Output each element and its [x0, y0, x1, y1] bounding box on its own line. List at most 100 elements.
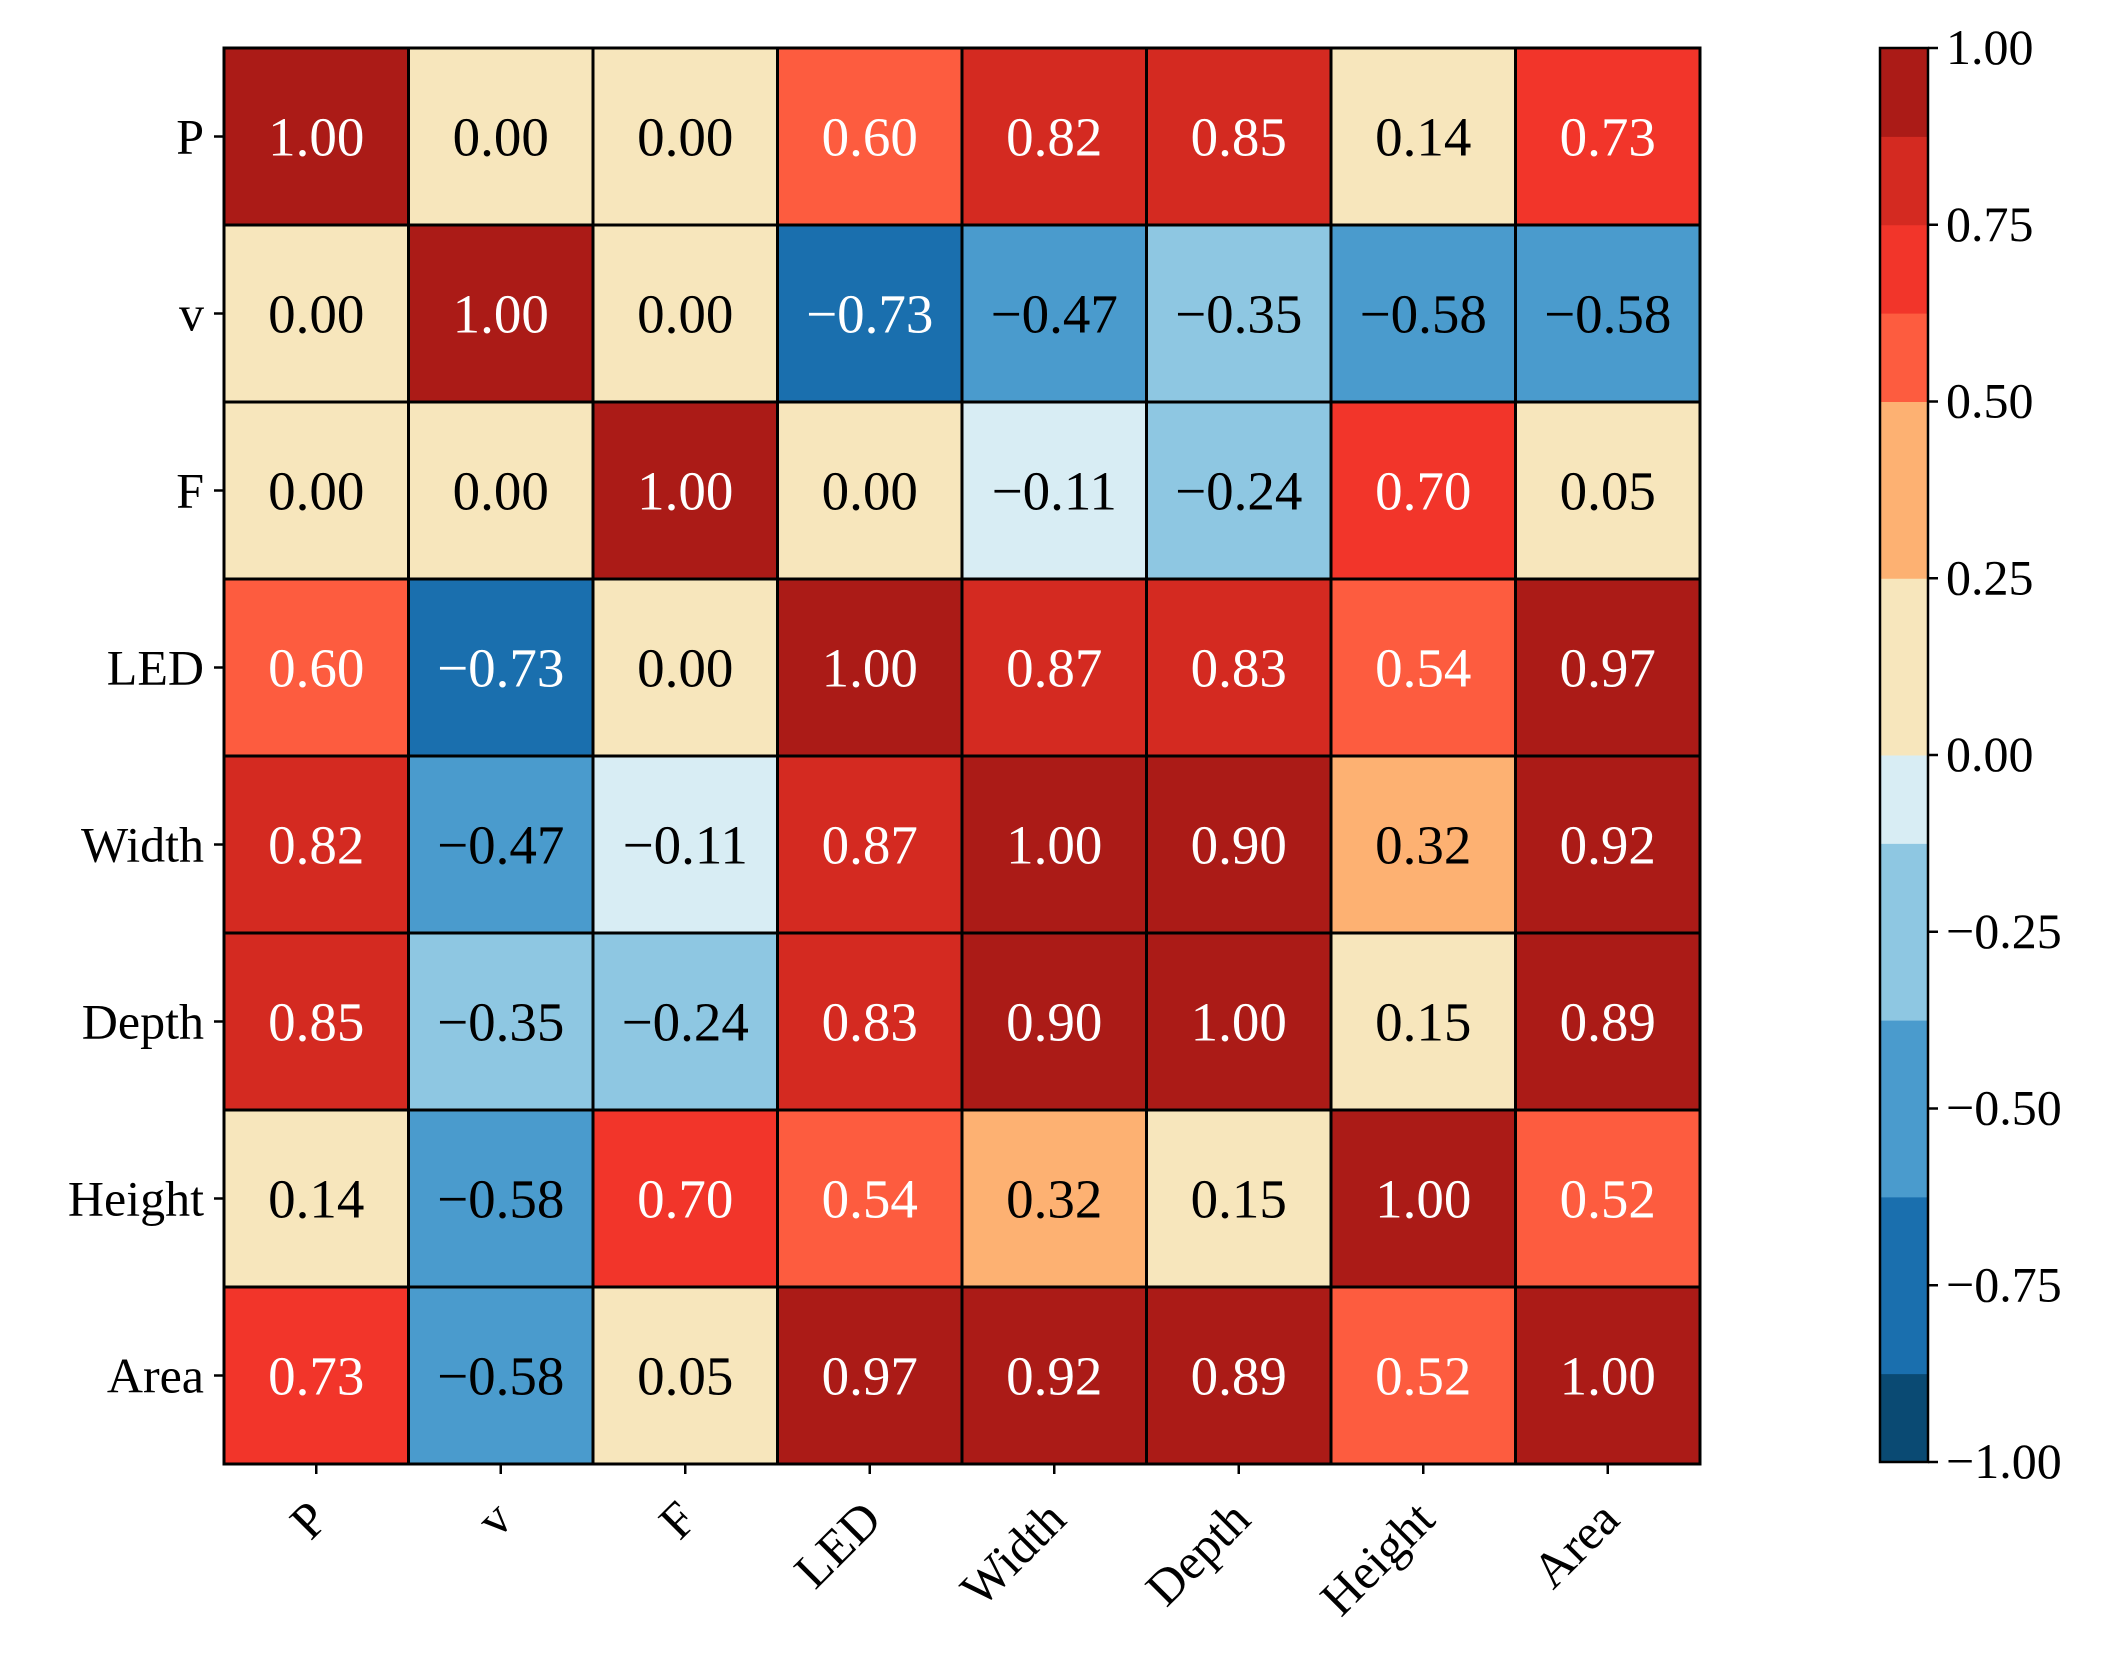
heatmap-cell	[407, 223, 595, 404]
x-tick-label: P	[279, 1490, 338, 1549]
cell-value-label: 0.52	[1375, 1346, 1471, 1407]
cell-value-label: 0.14	[1375, 107, 1471, 168]
colorbar-segment	[1880, 755, 1928, 844]
cell-value-label: 0.54	[822, 1169, 918, 1230]
cell-value-label: 1.00	[453, 284, 549, 345]
y-tick-label: LED	[107, 640, 204, 696]
cell-value-label: 1.00	[1191, 992, 1287, 1053]
heatmap-cell	[960, 1285, 1148, 1466]
colorbar-segment	[1880, 401, 1928, 579]
cell-value-label: 0.97	[1560, 638, 1656, 699]
cell-value-label: 0.05	[637, 1346, 733, 1407]
cell-value-label: 0.70	[637, 1169, 733, 1230]
colorbar-segment	[1880, 136, 1928, 226]
cell-value-label: 0.60	[268, 638, 364, 699]
colorbar-segment	[1880, 1020, 1928, 1198]
x-tick-label: Depth	[1135, 1490, 1261, 1616]
heatmap-cell	[591, 1108, 779, 1289]
colorbar-segment	[1880, 313, 1928, 402]
heatmap-cell	[776, 400, 964, 581]
cell-value-label: −0.35	[1175, 284, 1302, 345]
heatmap-cell	[1329, 577, 1517, 758]
colorbar-segment	[1880, 48, 1928, 137]
cell-value-label: 0.73	[268, 1346, 364, 1407]
cell-value-label: 0.83	[822, 992, 918, 1053]
heatmap-cell	[1514, 1108, 1702, 1289]
x-tick-label: Area	[1521, 1490, 1629, 1598]
cell-value-label: 0.89	[1560, 992, 1656, 1053]
heatmap-cell	[407, 400, 595, 581]
colorbar-tick-label: −0.50	[1946, 1080, 2062, 1136]
x-tick-label: v	[465, 1490, 522, 1547]
colorbar-tick-label: 0.00	[1946, 726, 2034, 782]
heatmap-cell	[591, 577, 779, 758]
heatmap-cell	[1514, 223, 1702, 404]
heatmap-cell	[407, 1108, 595, 1289]
heatmap-cell	[407, 931, 595, 1112]
colorbar-tick-label: 0.50	[1946, 373, 2034, 429]
heatmap-cell	[591, 400, 779, 581]
heatmap-cell	[1329, 1108, 1517, 1289]
cell-value-label: −0.58	[1360, 284, 1487, 345]
y-tick-label: P	[176, 109, 204, 165]
cell-value-label: −0.58	[1544, 284, 1671, 345]
cell-value-label: 0.89	[1191, 1346, 1287, 1407]
cell-value-label: −0.35	[437, 992, 564, 1053]
heatmap-cell	[1145, 400, 1333, 581]
colorbar-tick-label: −1.00	[1946, 1433, 2062, 1489]
heatmap-cell	[1145, 46, 1333, 227]
colorbar-tick-label: −0.25	[1946, 903, 2062, 959]
cell-value-label: 1.00	[1560, 1346, 1656, 1407]
cell-value-label: 0.52	[1560, 1169, 1656, 1230]
y-tick-label: Height	[68, 1171, 204, 1227]
cell-value-label: −0.58	[437, 1169, 564, 1230]
cell-value-label: 0.00	[822, 461, 918, 522]
cell-value-label: 1.00	[822, 638, 918, 699]
heatmap-cell	[1514, 46, 1702, 227]
heatmap-frame	[222, 46, 1702, 1466]
colorbar-segment	[1880, 578, 1928, 756]
y-tick-label: F	[176, 463, 204, 519]
heatmap-cell	[1329, 754, 1517, 935]
heatmap-cell-labels: 1.00 0.00 0.00 0.60 0.82 0.85 0.14 0.73 0.00 1.00…	[268, 107, 1671, 1407]
colorbar-tick-label: 0.75	[1946, 196, 2034, 252]
heatmap-cell	[222, 577, 410, 758]
cell-value-label: 1.00	[1006, 815, 1102, 876]
cell-value-label: 0.14	[268, 1169, 364, 1230]
heatmap-cell	[1329, 931, 1517, 1112]
heatmap-cell	[960, 400, 1148, 581]
cell-value-label: 0.05	[1560, 461, 1656, 522]
cell-value-label: 0.32	[1375, 815, 1471, 876]
heatmap-cell	[1514, 1285, 1702, 1466]
cell-value-label: 0.73	[1560, 107, 1656, 168]
cell-value-label: −0.47	[437, 815, 564, 876]
heatmap-cell	[1329, 400, 1517, 581]
heatmap-cell	[222, 1108, 410, 1289]
y-tick-label: Width	[81, 817, 204, 873]
cell-value-label: 0.97	[822, 1346, 918, 1407]
cell-value-label: −0.73	[437, 638, 564, 699]
cell-value-label: 0.00	[268, 284, 364, 345]
cell-value-label: 0.90	[1191, 815, 1287, 876]
y-tick-label: Depth	[82, 994, 204, 1050]
x-tick-label: Height	[1309, 1490, 1445, 1626]
heatmap-cell	[1145, 931, 1333, 1112]
heatmap-cells	[222, 46, 1702, 1466]
heatmap-cell	[222, 46, 410, 227]
cell-value-label: 0.85	[1191, 107, 1287, 168]
cell-value-label: 0.00	[637, 284, 733, 345]
heatmap-cell	[960, 931, 1148, 1112]
cell-value-label: 0.00	[453, 107, 549, 168]
heatmap-cell	[591, 931, 779, 1112]
cell-value-label: 0.92	[1560, 815, 1656, 876]
x-tick-label: Width	[949, 1490, 1076, 1617]
y-axis: Pv F LED Width Depth Height Area	[68, 109, 224, 1404]
heatmap-cell	[960, 1108, 1148, 1289]
colorbar-segment	[1880, 1196, 1928, 1375]
heatmap-cell	[960, 577, 1148, 758]
heatmap-cell	[776, 223, 964, 404]
cell-value-label: 0.32	[1006, 1169, 1102, 1230]
cell-value-label: 0.00	[637, 638, 733, 699]
